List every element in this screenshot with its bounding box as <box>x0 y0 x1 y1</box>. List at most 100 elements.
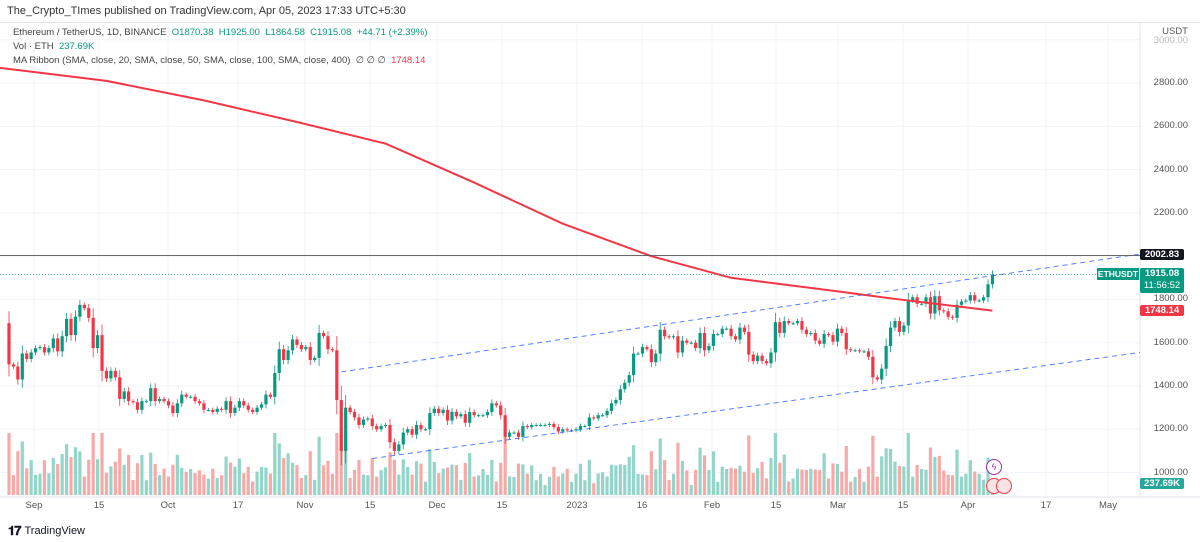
candle-body <box>711 334 715 346</box>
volume-bar <box>884 448 888 495</box>
volume-bar <box>379 470 383 495</box>
candle-body <box>809 332 813 335</box>
volume-bar <box>423 481 428 495</box>
volume-bar <box>857 468 862 495</box>
candle-body <box>224 401 228 410</box>
candle-body <box>175 403 179 414</box>
candle-body <box>840 328 844 333</box>
time-tick: 15 <box>770 500 782 511</box>
currency-label: USDT <box>1162 26 1188 37</box>
volume-bar <box>122 464 126 495</box>
candle-body <box>87 308 91 318</box>
candle-body <box>614 400 618 404</box>
volume-bar <box>308 451 312 495</box>
candle-body <box>20 353 24 380</box>
volume-bar <box>370 458 374 495</box>
footer: 𝟏𝟕 TradingView <box>8 523 85 539</box>
volume-bar <box>946 474 950 495</box>
candle-body <box>853 350 857 352</box>
volume-bar <box>565 468 569 495</box>
volume-bar <box>171 464 175 495</box>
time-tick: Mar <box>829 500 847 511</box>
volume-bar <box>51 458 55 495</box>
candle-body <box>592 417 596 419</box>
volume-bar <box>578 463 583 495</box>
candle-body <box>60 336 64 352</box>
volume-bar <box>233 466 237 495</box>
candle-body <box>778 322 782 333</box>
ma-label[interactable]: MA Ribbon (SMA, close, 20, SMA, close, 5… <box>13 55 351 66</box>
volume-bar <box>361 474 365 495</box>
volume-bar <box>556 476 560 495</box>
chart-panel[interactable] <box>0 22 1200 506</box>
candle-body <box>561 429 565 432</box>
volume-value: 237.69K <box>58 41 95 52</box>
us-economic-event-icon-2[interactable] <box>996 478 1012 494</box>
candle-body <box>459 414 463 417</box>
price-chart[interactable] <box>0 0 1200 505</box>
candle-body <box>370 418 374 427</box>
volume-bar <box>144 480 148 495</box>
candle-body <box>716 334 720 336</box>
candle-body <box>795 321 800 324</box>
volume-bar <box>760 461 764 495</box>
brand-name[interactable]: TradingView <box>24 525 86 537</box>
symbol-name[interactable]: Ethereum / TetherUS, 1D, BINANCE <box>13 27 167 38</box>
candle-body <box>445 409 450 421</box>
volume-bar <box>756 468 760 495</box>
volume-bar <box>521 464 525 495</box>
candle-body <box>166 401 171 406</box>
candle-body <box>277 349 281 374</box>
volume-bar <box>494 481 498 495</box>
volume-bar <box>853 477 857 495</box>
volume-bar <box>698 447 702 495</box>
candle-body <box>206 409 210 411</box>
candle-body <box>131 401 135 403</box>
volume-bar <box>787 481 791 495</box>
volume-bar <box>96 459 100 495</box>
volume-bar <box>189 469 193 495</box>
volume-bar <box>406 466 410 495</box>
candle-body <box>220 408 224 410</box>
volume-bar <box>388 452 392 495</box>
candle-body <box>924 297 928 304</box>
candle-body <box>645 347 649 350</box>
volume-label[interactable]: Vol · ETH <box>13 41 54 52</box>
candle-body <box>264 394 268 405</box>
candle-body <box>964 300 968 302</box>
candle-body <box>627 375 631 383</box>
volume-bar <box>561 473 565 495</box>
volume-bar <box>202 474 206 495</box>
candle-body <box>375 426 379 430</box>
candle-body <box>104 370 109 379</box>
candle-body <box>379 426 383 430</box>
volume-bar <box>149 452 153 495</box>
volume-bar <box>330 473 334 495</box>
volume-bar <box>512 477 516 495</box>
candle-body <box>171 405 175 414</box>
candle-body <box>968 295 972 301</box>
volume-bar <box>437 473 441 495</box>
volume-bar <box>583 480 587 495</box>
volume-bar <box>534 480 538 495</box>
candle-body <box>990 274 995 285</box>
candle-body <box>357 417 361 425</box>
price-tick: 1800.00 <box>1153 293 1188 305</box>
candle-body <box>933 296 937 314</box>
candle-body <box>388 424 392 443</box>
candle-body <box>547 423 552 425</box>
candle-body <box>756 355 760 362</box>
candle-body <box>406 429 410 433</box>
candle-body <box>233 407 237 414</box>
volume-bar <box>410 474 414 495</box>
volume-bar <box>902 466 906 495</box>
candle-body <box>392 442 397 451</box>
time-tick: 15 <box>897 500 909 511</box>
volume-bar <box>897 465 902 495</box>
event-flash-icon[interactable]: ϟ <box>986 459 1002 475</box>
candle-body <box>184 394 188 397</box>
volume-bar <box>888 448 893 495</box>
volume-bar <box>773 433 777 495</box>
candle-body <box>299 344 303 350</box>
volume-bar <box>445 467 450 495</box>
